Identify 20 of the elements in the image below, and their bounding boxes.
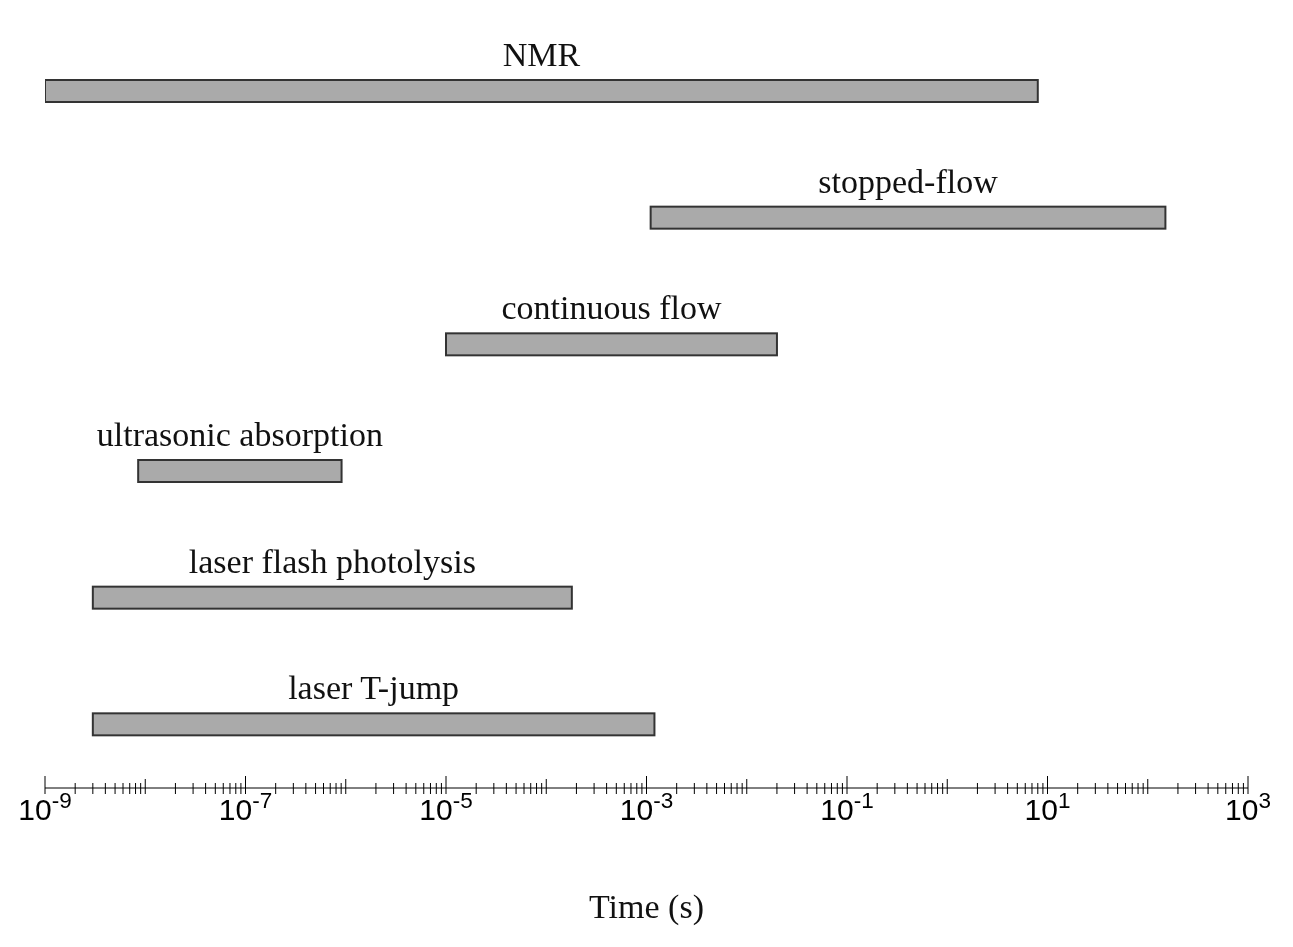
bar bbox=[137, 459, 343, 483]
x-tick-label: 10$^{-3}$ bbox=[619, 787, 674, 826]
x-tick-label: 10$^{-5}$ bbox=[419, 787, 473, 826]
bar bbox=[445, 332, 778, 357]
bar bbox=[91, 585, 573, 610]
x-tick-label: 10$^{-9}$ bbox=[18, 787, 72, 826]
y-tick-label: NMR bbox=[502, 36, 581, 73]
bar bbox=[649, 205, 1167, 230]
x-tick-label: 10$^{1}$ bbox=[1024, 787, 1071, 826]
y-tick-label: laser flash photolysis bbox=[188, 542, 476, 580]
bar bbox=[91, 712, 656, 737]
y-tick-label: stopped-flow bbox=[818, 162, 999, 200]
bar bbox=[45, 79, 1039, 103]
x-tick-label: 10$^{3}$ bbox=[1225, 787, 1271, 826]
y-tick-label: ultrasonic absorption bbox=[96, 416, 383, 453]
x-axis-title: Time (s) bbox=[589, 888, 704, 926]
x-tick-label: 10$^{-7}$ bbox=[218, 787, 273, 826]
x-tick-label: 10$^{-1}$ bbox=[820, 787, 874, 826]
y-tick-label: continuous flow bbox=[501, 289, 722, 327]
y-tick-label: laser T-jump bbox=[288, 669, 460, 707]
